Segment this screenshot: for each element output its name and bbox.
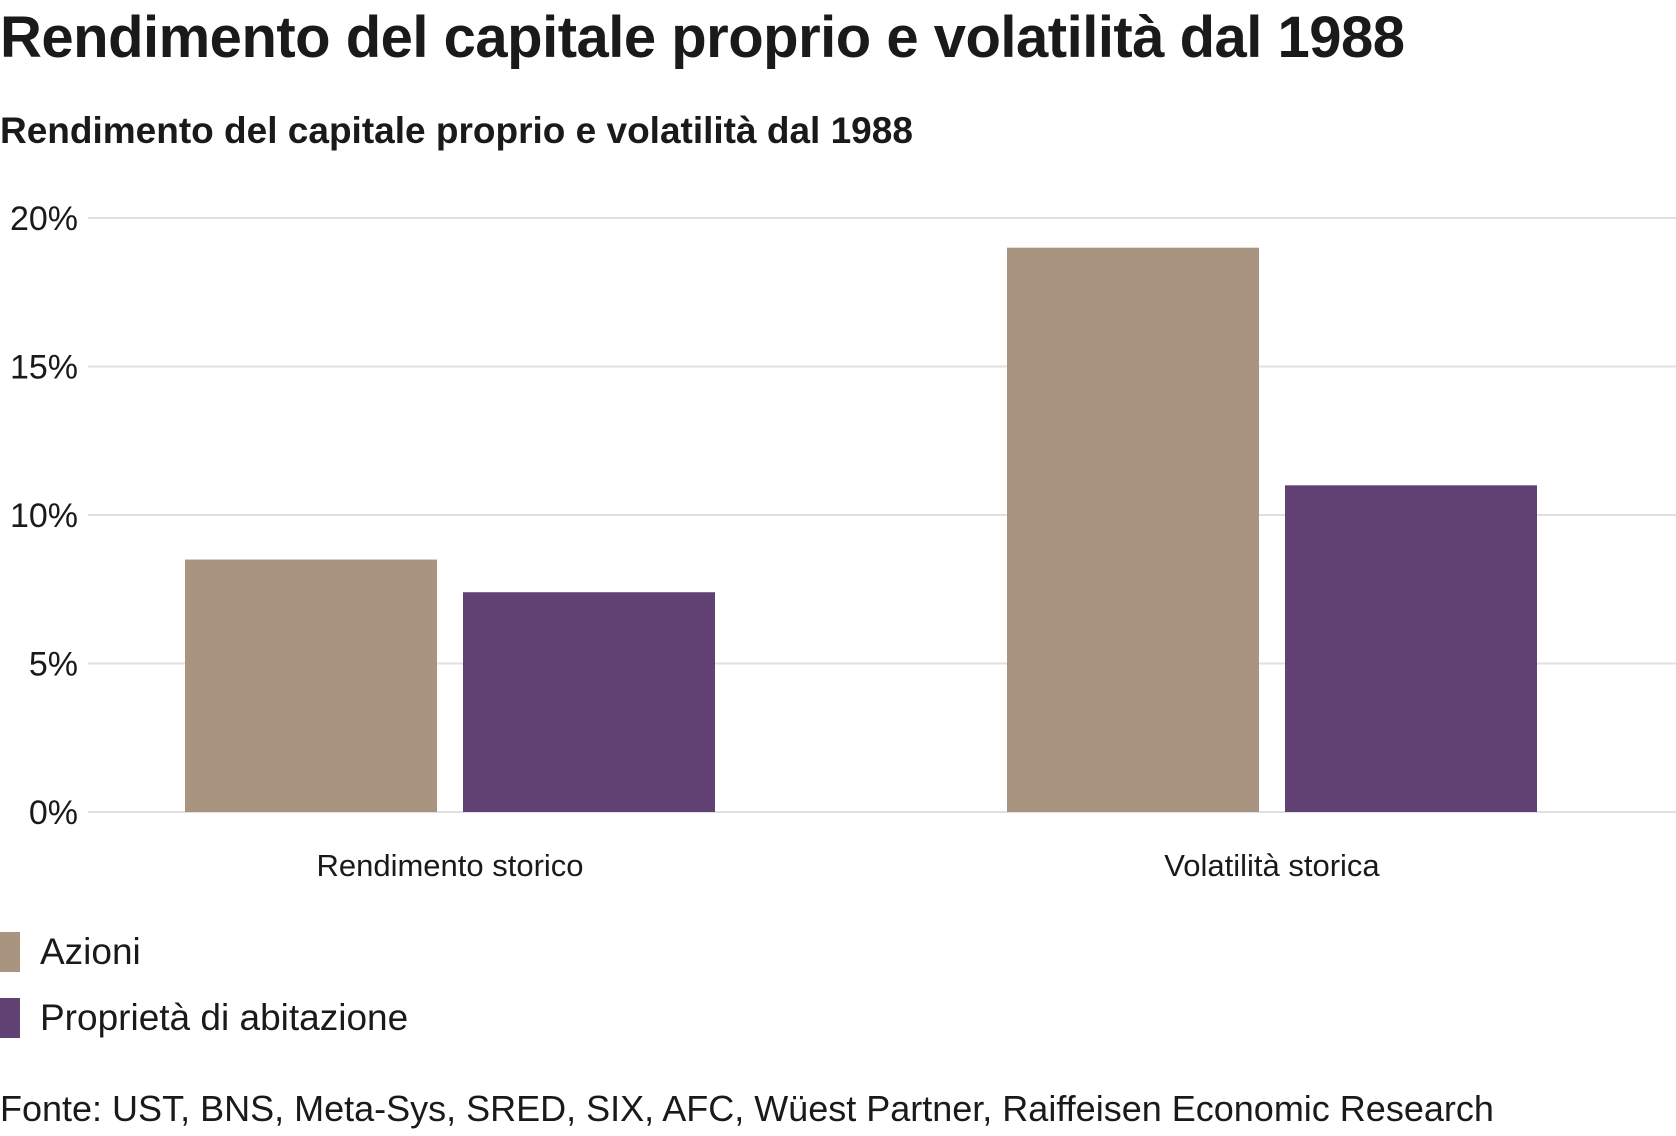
y-axis-tick-labels: 0% 5% 10% 15% 20% (10, 200, 78, 832)
y-tick-label: 15% (10, 349, 78, 387)
page-title: Rendimento del capitale proprio e volati… (0, 5, 1405, 70)
source-note: Fonte: UST, BNS, Meta-Sys, SRED, SIX, AF… (0, 1088, 1494, 1129)
bar-chart: 0% 5% 10% 15% 20% Rendimento storico Volatili… (10, 200, 1676, 883)
legend-label: Proprietà di abitazione (40, 997, 409, 1038)
x-tick-label: Rendimento storico (316, 848, 583, 883)
y-tick-label: 0% (29, 794, 78, 832)
y-tick-label: 10% (10, 497, 78, 535)
legend-swatch-proprieta (0, 998, 20, 1038)
bar-azioni-rendimento (185, 559, 437, 812)
bar-azioni-volatilita (1007, 247, 1259, 812)
legend-label: Azioni (40, 931, 141, 972)
y-tick-label: 20% (10, 200, 78, 238)
chart-subtitle: Rendimento del capitale proprio e volati… (0, 110, 913, 151)
legend-item-azioni[interactable]: Azioni (0, 931, 408, 972)
y-tick-label: 5% (29, 646, 78, 684)
bar-proprieta-rendimento (463, 592, 715, 812)
x-axis-tick-labels: Rendimento storico Volatilità storica (316, 848, 1380, 883)
x-tick-label: Volatilità storica (1164, 848, 1380, 883)
bars (185, 247, 1537, 812)
bar-proprieta-volatilita (1285, 485, 1537, 812)
legend-swatch-azioni (0, 932, 20, 972)
legend-item-proprieta[interactable]: Proprietà di abitazione (0, 997, 409, 1038)
legend: Azioni Proprietà di abitazione (0, 931, 409, 1064)
